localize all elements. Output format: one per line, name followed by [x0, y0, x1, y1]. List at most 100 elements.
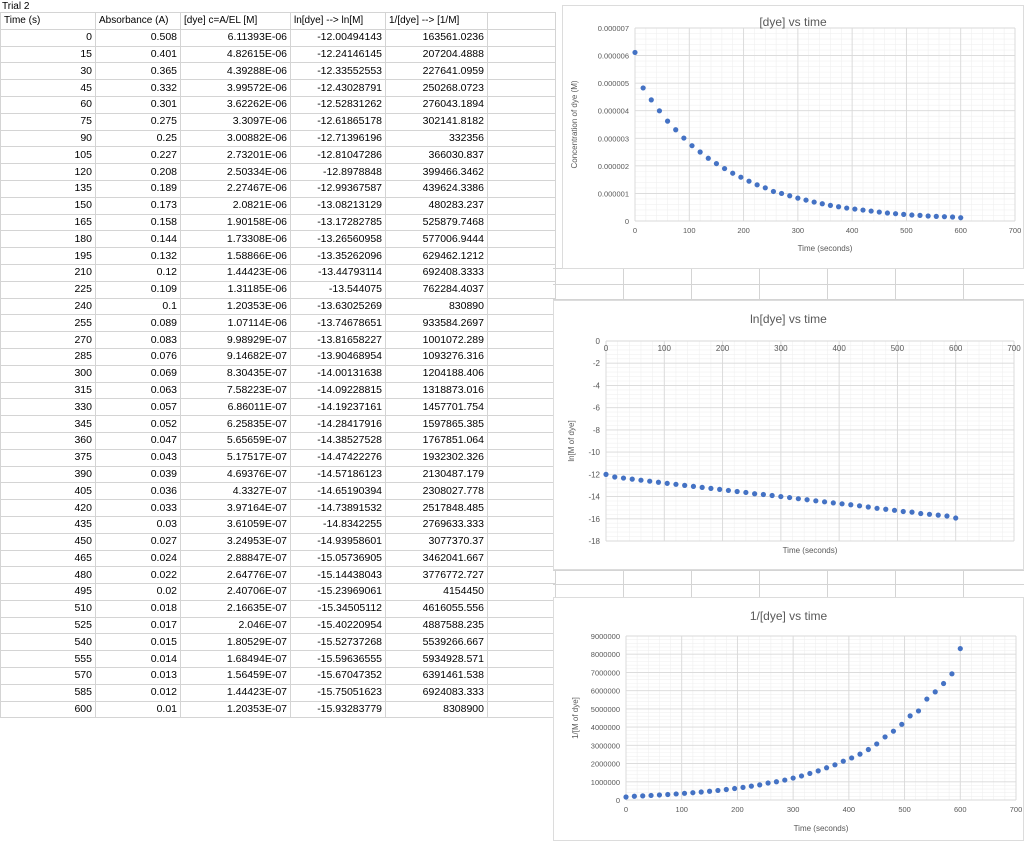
absorbance-cell[interactable]: 0.03 — [95, 515, 181, 534]
concentration-cell[interactable]: 2.73201E-06 — [180, 146, 291, 165]
time-cell[interactable]: 0 — [0, 28, 96, 47]
concentration-cell[interactable]: 1.80529E-07 — [180, 633, 291, 652]
time-cell[interactable]: 405 — [0, 482, 96, 501]
time-cell[interactable]: 135 — [0, 179, 96, 198]
absorbance-cell[interactable]: 0.12 — [95, 263, 181, 282]
concentration-cell[interactable]: 3.97164E-07 — [180, 499, 291, 517]
concentration-cell[interactable]: 9.14682E-07 — [180, 347, 291, 366]
inverse-concentration-cell[interactable]: 399466.3462 — [385, 163, 488, 181]
concentration-cell[interactable]: 1.20353E-06 — [180, 297, 291, 316]
empty-cell[interactable] — [487, 12, 556, 30]
inverse-concentration-cell[interactable]: 525879.7468 — [385, 213, 488, 232]
absorbance-cell[interactable]: 0.039 — [95, 465, 181, 484]
ln-concentration-cell[interactable]: -14.09228815 — [290, 381, 386, 400]
concentration-cell[interactable]: 1.20353E-07 — [180, 700, 291, 719]
concentration-cell[interactable]: 1.56459E-07 — [180, 667, 291, 685]
inverse-concentration-cell[interactable]: 1318873.016 — [385, 381, 488, 400]
absorbance-cell[interactable]: 0.109 — [95, 280, 181, 299]
ln-concentration-cell[interactable]: -14.73891532 — [290, 499, 386, 517]
ln-concentration-cell[interactable]: -13.44793114 — [290, 263, 386, 282]
inverse-concentration-cell[interactable]: 8308900 — [385, 700, 488, 719]
ln-concentration-cell[interactable]: -13.08213129 — [290, 196, 386, 215]
time-cell[interactable]: 315 — [0, 381, 96, 400]
inverse-concentration-cell[interactable]: 2769633.333 — [385, 515, 488, 534]
absorbance-cell[interactable]: 0.1 — [95, 297, 181, 316]
ln-concentration-cell[interactable]: -12.33552553 — [290, 62, 386, 81]
ln-concentration-cell[interactable]: -15.23969061 — [290, 583, 386, 601]
absorbance-cell[interactable]: 0.089 — [95, 314, 181, 333]
ln-concentration-cell[interactable]: -13.26560958 — [290, 230, 386, 249]
time-cell[interactable]: 105 — [0, 146, 96, 165]
concentration-cell[interactable]: 1.44423E-06 — [180, 263, 291, 282]
inverse-concentration-cell[interactable]: 692408.3333 — [385, 263, 488, 282]
inverse-concentration-cell[interactable]: 2308027.778 — [385, 482, 488, 501]
inverse-concentration-cell[interactable]: 2517848.485 — [385, 499, 488, 517]
concentration-cell[interactable]: 6.11393E-06 — [180, 28, 291, 47]
concentration-cell[interactable]: 1.68494E-07 — [180, 650, 291, 669]
ln-concentration-cell[interactable]: -12.52831262 — [290, 95, 386, 114]
concentration-cell[interactable]: 3.00882E-06 — [180, 129, 291, 148]
empty-cell[interactable] — [487, 381, 556, 400]
absorbance-cell[interactable]: 0.275 — [95, 112, 181, 131]
empty-cell[interactable] — [487, 515, 556, 534]
time-cell[interactable]: 285 — [0, 347, 96, 366]
empty-cell[interactable] — [487, 263, 556, 282]
empty-cell[interactable] — [487, 700, 556, 719]
concentration-cell[interactable]: 2.50334E-06 — [180, 163, 291, 181]
absorbance-cell[interactable]: 0.022 — [95, 566, 181, 585]
empty-cell[interactable] — [487, 146, 556, 165]
inverse-concentration-cell[interactable]: 629462.1212 — [385, 247, 488, 265]
absorbance-cell[interactable]: 0.017 — [95, 616, 181, 635]
inverse-concentration-cell[interactable]: 302141.8182 — [385, 112, 488, 131]
empty-cell[interactable] — [487, 599, 556, 618]
absorbance-cell[interactable]: 0.158 — [95, 213, 181, 232]
absorbance-cell[interactable]: 0.189 — [95, 179, 181, 198]
time-cell[interactable]: 390 — [0, 465, 96, 484]
ln-concentration-cell[interactable]: -14.19237161 — [290, 398, 386, 417]
concentration-cell[interactable]: 1.90158E-06 — [180, 213, 291, 232]
ln-concentration-cell[interactable]: -13.63025269 — [290, 297, 386, 316]
time-cell[interactable]: 165 — [0, 213, 96, 232]
empty-cell[interactable] — [487, 331, 556, 349]
concentration-cell[interactable]: 6.86011E-07 — [180, 398, 291, 417]
inverse-concentration-cell[interactable]: 1204188.406 — [385, 364, 488, 383]
ln-concentration-cell[interactable]: -12.61865178 — [290, 112, 386, 131]
absorbance-cell[interactable]: 0.132 — [95, 247, 181, 265]
ln-concentration-cell[interactable]: -14.93958601 — [290, 532, 386, 551]
chart-ln-dye-vs-time[interactable]: ln[dye] vs time 0 100 200 300 400 500 600 700 0 -2… — [553, 300, 1024, 570]
concentration-cell[interactable]: 1.31185E-06 — [180, 280, 291, 299]
empty-cell[interactable] — [487, 297, 556, 316]
ln-concentration-cell[interactable]: -14.47422276 — [290, 448, 386, 467]
time-cell[interactable]: 375 — [0, 448, 96, 467]
inverse-concentration-cell[interactable]: 366030.837 — [385, 146, 488, 165]
chart-inverse-dye-vs-time[interactable]: 1/[dye] vs time 0 100 200 300 400 500 600 700 0 10… — [553, 597, 1024, 841]
inverse-concentration-cell[interactable]: 250268.0723 — [385, 79, 488, 97]
time-cell[interactable]: 450 — [0, 532, 96, 551]
inverse-concentration-cell[interactable]: 332356 — [385, 129, 488, 148]
concentration-cell[interactable]: 2.88847E-07 — [180, 549, 291, 568]
time-cell[interactable]: 495 — [0, 583, 96, 601]
ln-concentration-cell[interactable]: -15.59636555 — [290, 650, 386, 669]
empty-cell[interactable] — [487, 465, 556, 484]
time-cell[interactable]: 255 — [0, 314, 96, 333]
absorbance-cell[interactable]: 0.027 — [95, 532, 181, 551]
absorbance-cell[interactable]: 0.332 — [95, 79, 181, 97]
header-time[interactable]: Time (s) — [0, 12, 96, 30]
inverse-concentration-cell[interactable]: 2130487.179 — [385, 465, 488, 484]
absorbance-cell[interactable]: 0.02 — [95, 583, 181, 601]
ln-concentration-cell[interactable]: -12.81047286 — [290, 146, 386, 165]
concentration-cell[interactable]: 5.65659E-07 — [180, 431, 291, 450]
absorbance-cell[interactable]: 0.208 — [95, 163, 181, 181]
concentration-cell[interactable]: 2.0821E-06 — [180, 196, 291, 215]
time-cell[interactable]: 555 — [0, 650, 96, 669]
concentration-cell[interactable]: 3.24953E-07 — [180, 532, 291, 551]
concentration-cell[interactable]: 2.16635E-07 — [180, 599, 291, 618]
header-inverse-concentration[interactable]: 1/[dye] --> [1/M] — [385, 12, 488, 30]
empty-cell[interactable] — [487, 499, 556, 517]
absorbance-cell[interactable]: 0.227 — [95, 146, 181, 165]
concentration-cell[interactable]: 2.27467E-06 — [180, 179, 291, 198]
time-cell[interactable]: 150 — [0, 196, 96, 215]
inverse-concentration-cell[interactable]: 276043.1894 — [385, 95, 488, 114]
absorbance-cell[interactable]: 0.018 — [95, 599, 181, 618]
empty-cell[interactable] — [487, 482, 556, 501]
